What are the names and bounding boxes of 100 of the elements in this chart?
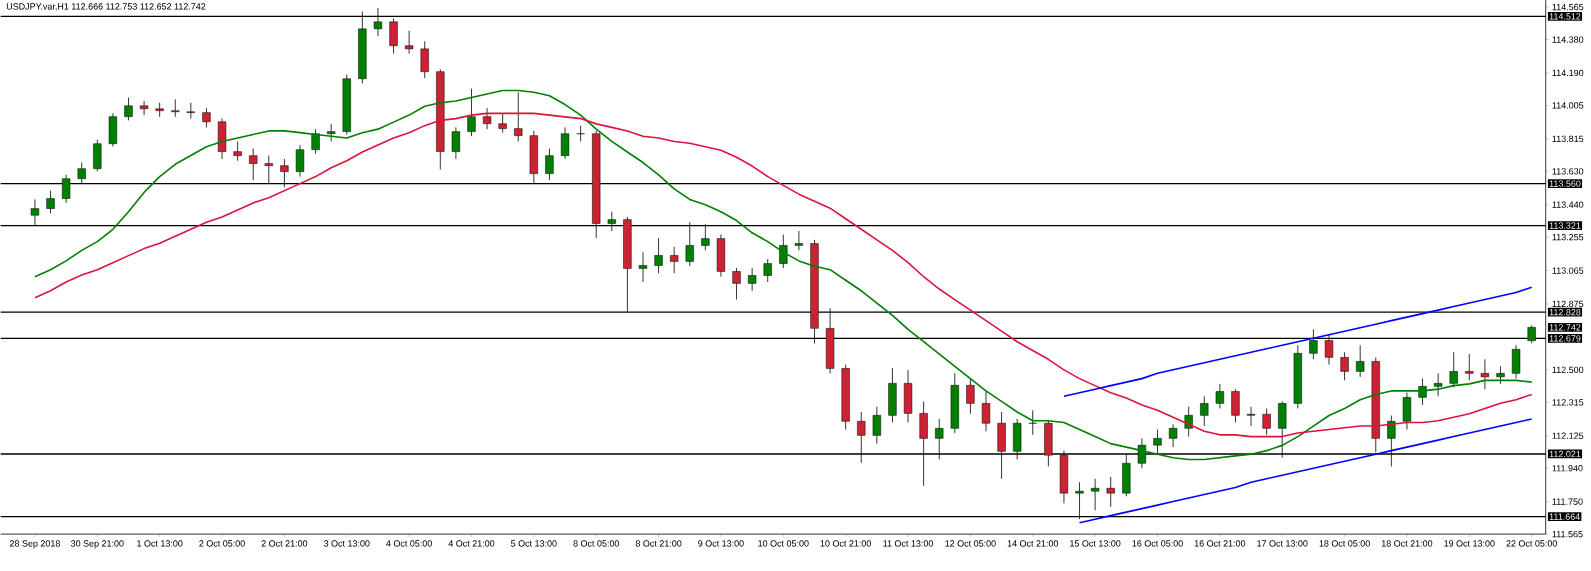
candlestick bbox=[171, 98, 180, 118]
y-tick-label: 113.815 bbox=[1552, 135, 1584, 142]
x-tick-label: 28 Sep 2018 bbox=[9, 540, 60, 549]
ref-line-label: 114.512 bbox=[1549, 13, 1581, 20]
y-tick-label: 114.565 bbox=[1552, 3, 1584, 11]
candlestick bbox=[1465, 353, 1474, 381]
candlestick bbox=[732, 267, 741, 300]
line-series bbox=[1078, 418, 1533, 524]
candlestick bbox=[794, 230, 804, 251]
chart-title: USDJPY.var,H1 112.666 112.753 112.652 112.742 bbox=[6, 3, 206, 11]
x-tick-label: 3 Oct 13:00 bbox=[323, 540, 370, 547]
x-tick-label: 9 Oct 13:00 bbox=[698, 540, 744, 547]
y-tick-label: 111.565 bbox=[1552, 530, 1583, 538]
candlestick bbox=[404, 30, 414, 55]
candlestick bbox=[1449, 351, 1458, 388]
y-tick-label: 112.500 bbox=[1552, 366, 1584, 374]
y-tick-label: 111.940 bbox=[1552, 465, 1583, 472]
ref-line-label: 113.321 bbox=[1549, 222, 1581, 229]
candlestick bbox=[1200, 395, 1209, 427]
y-tick-label: 113.255 bbox=[1552, 234, 1584, 241]
x-tick-label: 8 Oct 05:00 bbox=[573, 540, 620, 547]
candlestick bbox=[1262, 408, 1271, 436]
x-tick-label: 15 Oct 13:00 bbox=[1070, 540, 1121, 547]
candlestick bbox=[186, 102, 195, 120]
candlestick bbox=[1168, 423, 1178, 448]
candlestick bbox=[670, 246, 679, 274]
x-tick-label: 11 Oct 13:00 bbox=[883, 540, 934, 547]
candlestick bbox=[1418, 378, 1427, 406]
y-tick-label: 113.065 bbox=[1552, 267, 1584, 274]
x-tick-label: 14 Oct 21:00 bbox=[1007, 540, 1059, 547]
candlestick bbox=[1153, 429, 1162, 455]
x-tick-label: 17 Oct 13:00 bbox=[1257, 540, 1308, 547]
candlestick bbox=[155, 102, 164, 118]
x-tick-label: 12 Oct 05:00 bbox=[945, 540, 996, 547]
candlestick bbox=[1402, 392, 1412, 430]
x-tick-label: 22 Oct 05:00 bbox=[1506, 540, 1557, 547]
ref-line-label: 112.021 bbox=[1549, 450, 1581, 458]
candlestick bbox=[451, 126, 461, 160]
candlestick bbox=[124, 97, 133, 121]
x-tick-label: 1 Oct 13:00 bbox=[137, 540, 183, 547]
x-tick-label: 30 Sep 21:00 bbox=[70, 540, 124, 549]
candlestick bbox=[202, 107, 211, 128]
ref-line-label: 112.679 bbox=[1549, 335, 1581, 342]
candlestick bbox=[1356, 344, 1365, 378]
text: 112.742 bbox=[1549, 324, 1581, 331]
x-tick-label: 10 Oct 21:00 bbox=[820, 540, 871, 547]
x-tick-label: 2 Oct 21:00 bbox=[261, 540, 308, 547]
candlestick bbox=[576, 125, 585, 142]
x-tick-label: 19 Oct 13:00 bbox=[1444, 540, 1495, 547]
x-tick-label: 8 Oct 21:00 bbox=[635, 540, 682, 547]
x-tick-label: 4 Oct 05:00 bbox=[386, 540, 432, 547]
x-tick-label: 16 Oct 21:00 bbox=[1194, 540, 1246, 547]
x-tick-label: 4 Oct 21:00 bbox=[448, 540, 495, 547]
candlestick bbox=[233, 141, 242, 162]
candlestick bbox=[139, 100, 149, 116]
x-tick-label: 18 Oct 21:00 bbox=[1381, 540, 1433, 547]
candlestick bbox=[420, 40, 429, 79]
ref-line-label: 113.560 bbox=[1549, 180, 1581, 187]
y-tick-label: 114.190 bbox=[1552, 69, 1584, 77]
candlestick bbox=[545, 148, 554, 181]
y-tick-label: 114.380 bbox=[1552, 36, 1584, 43]
candlestick bbox=[498, 112, 507, 134]
candlestick bbox=[966, 378, 975, 415]
candlestick bbox=[249, 148, 258, 181]
y-tick-label: 112.125 bbox=[1552, 432, 1584, 439]
x-tick-label: 16 Oct 05:00 bbox=[1132, 540, 1183, 547]
y-tick-label: 113.630 bbox=[1552, 168, 1584, 175]
candlestick bbox=[747, 267, 757, 292]
candlestick bbox=[1028, 409, 1037, 436]
candlestick bbox=[514, 91, 523, 142]
ref-line-label: 112.828 bbox=[1549, 309, 1581, 316]
candlestick bbox=[46, 190, 55, 214]
candlestick bbox=[295, 144, 305, 177]
candlestick bbox=[638, 251, 648, 283]
candlestick bbox=[1433, 372, 1443, 397]
candlestick bbox=[654, 237, 663, 274]
candlestick bbox=[981, 390, 991, 432]
candlestick bbox=[872, 406, 882, 445]
y-tick-label: 112.875 bbox=[1552, 300, 1584, 308]
candlestick bbox=[560, 126, 570, 160]
y-tick-label: 111.750 bbox=[1552, 498, 1583, 505]
y-tick-label: 112.315 bbox=[1552, 399, 1584, 406]
candlestick bbox=[1215, 383, 1225, 409]
candlestick bbox=[311, 128, 320, 155]
x-tick-label: 18 Oct 05:00 bbox=[1319, 540, 1370, 547]
candlestick bbox=[1106, 476, 1115, 508]
ref-line-label: 111.664 bbox=[1549, 513, 1580, 520]
candlestick bbox=[1231, 388, 1240, 423]
candlestick bbox=[779, 234, 788, 269]
candlestick bbox=[482, 107, 492, 130]
candlestick bbox=[763, 258, 772, 283]
y-tick-label: 114.005 bbox=[1552, 102, 1584, 109]
x-tick-label: 10 Oct 05:00 bbox=[758, 540, 809, 547]
candlestick bbox=[1480, 358, 1490, 390]
x-tick-label: 2 Oct 05:00 bbox=[199, 540, 245, 547]
candlestick bbox=[1090, 478, 1100, 511]
x-tick-label: 5 Oct 13:00 bbox=[511, 540, 557, 547]
y-tick-label: 113.440 bbox=[1552, 201, 1584, 208]
candlestick bbox=[1340, 351, 1349, 381]
candlestick bbox=[1246, 406, 1256, 427]
